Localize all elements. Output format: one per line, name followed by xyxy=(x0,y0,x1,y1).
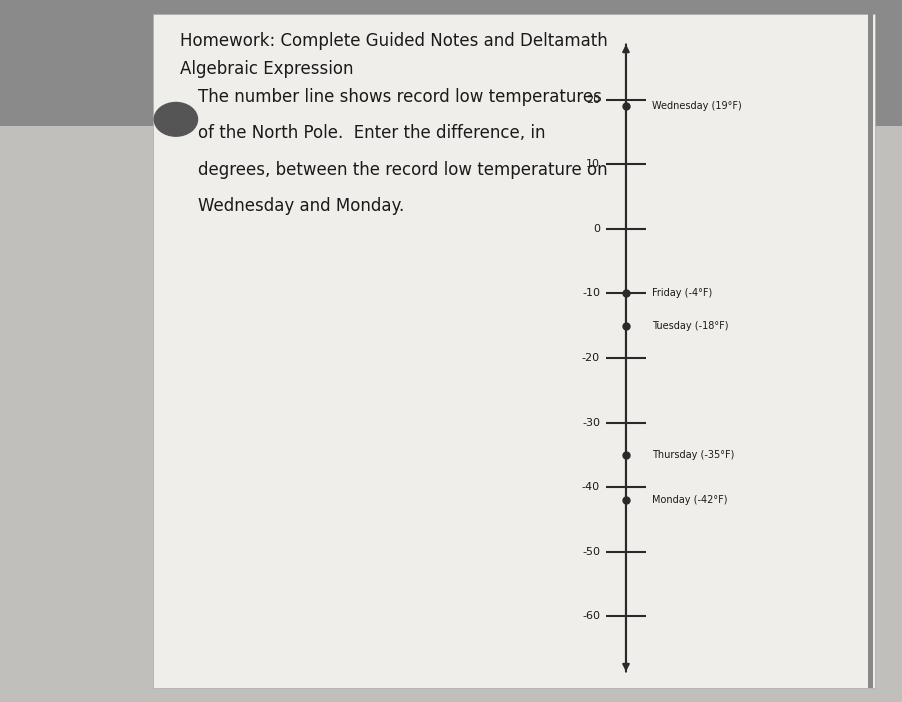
Text: Wednesday and Monday.: Wednesday and Monday. xyxy=(198,197,405,216)
Text: -60: -60 xyxy=(582,611,600,621)
Text: of the North Pole.  Enter the difference, in: of the North Pole. Enter the difference,… xyxy=(198,124,546,143)
Text: -50: -50 xyxy=(582,547,600,557)
Text: Monday (-42°F): Monday (-42°F) xyxy=(652,495,728,505)
Text: Wednesday (19°F): Wednesday (19°F) xyxy=(652,101,741,111)
Text: 10: 10 xyxy=(586,159,600,169)
Text: The number line shows record low temperatures: The number line shows record low tempera… xyxy=(198,88,603,106)
Text: -30: -30 xyxy=(582,418,600,428)
Text: Tuesday (-18°F): Tuesday (-18°F) xyxy=(652,321,729,331)
Text: -20: -20 xyxy=(582,353,600,363)
Text: -10: -10 xyxy=(582,289,600,298)
Text: 20: 20 xyxy=(586,95,600,105)
Text: Algebraic Expression: Algebraic Expression xyxy=(180,60,354,78)
Text: -40: -40 xyxy=(582,482,600,492)
Text: Thursday (-35°F): Thursday (-35°F) xyxy=(652,450,734,460)
Text: Homework: Complete Guided Notes and Deltamath: Homework: Complete Guided Notes and Delt… xyxy=(180,32,608,50)
Text: 0: 0 xyxy=(593,224,600,234)
Text: degrees, between the record low temperature on: degrees, between the record low temperat… xyxy=(198,161,608,179)
Text: Friday (-4°F): Friday (-4°F) xyxy=(652,289,713,298)
